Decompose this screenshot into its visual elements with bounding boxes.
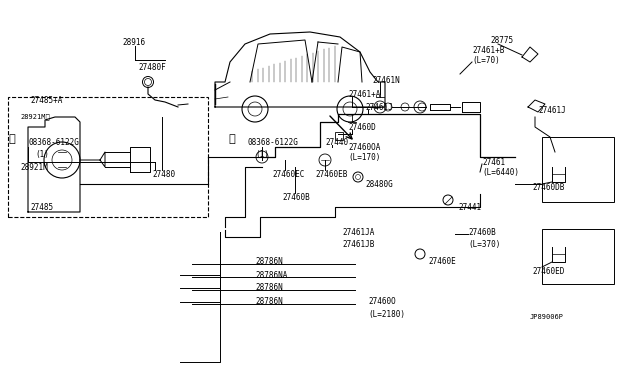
Text: 27461+A: 27461+A: [348, 90, 380, 99]
Text: 27461N: 27461N: [372, 76, 400, 84]
Text: (L=6440): (L=6440): [482, 167, 519, 176]
Text: 27461+B: 27461+B: [472, 45, 504, 55]
Text: 08368-6122G: 08368-6122G: [28, 138, 79, 147]
Bar: [542, 137, 614, 202]
Text: (1): (1): [35, 150, 49, 158]
Text: (L=370): (L=370): [468, 240, 500, 248]
Text: 27440: 27440: [325, 138, 348, 147]
Text: 28921M: 28921M: [20, 163, 48, 171]
Text: 27460B: 27460B: [468, 228, 496, 237]
Text: (L=70): (L=70): [472, 55, 500, 64]
Bar: [8, 97, 208, 217]
Text: Ⓢ: Ⓢ: [228, 134, 235, 144]
Text: 27460EC: 27460EC: [272, 170, 305, 179]
Text: 28480G: 28480G: [365, 180, 393, 189]
Text: 28916: 28916: [122, 38, 145, 46]
Text: 27460O: 27460O: [368, 298, 396, 307]
Text: 27485+A: 27485+A: [30, 96, 62, 105]
Text: 28786N: 28786N: [255, 283, 283, 292]
Text: 27461J: 27461J: [538, 106, 566, 115]
Text: 28921M⎯: 28921M⎯: [20, 114, 50, 120]
Text: 08368-6122G: 08368-6122G: [248, 138, 299, 147]
Text: 27460B: 27460B: [282, 192, 310, 202]
Text: 27460ED: 27460ED: [532, 267, 564, 276]
Text: (L=170): (L=170): [348, 153, 380, 161]
Text: 28786NA: 28786NA: [255, 270, 287, 279]
Text: Ⓢ: Ⓢ: [8, 134, 15, 144]
Text: 27461: 27461: [482, 157, 505, 167]
Text: 28775: 28775: [490, 35, 513, 45]
Text: 27441: 27441: [458, 202, 481, 212]
Bar: [335, 132, 343, 140]
Text: 27480: 27480: [152, 170, 175, 179]
Text: 27460DB: 27460DB: [532, 183, 564, 192]
Text: 27461J: 27461J: [365, 103, 393, 112]
Text: (1): (1): [255, 150, 269, 158]
Text: 27480F: 27480F: [138, 62, 166, 71]
Text: 27461JB: 27461JB: [342, 240, 374, 248]
Text: 27461JA: 27461JA: [342, 228, 374, 237]
Text: 27460E: 27460E: [428, 257, 456, 266]
Text: 27485: 27485: [30, 202, 53, 212]
Text: 27460OA: 27460OA: [348, 142, 380, 151]
Text: JP89006P: JP89006P: [530, 314, 564, 320]
Text: (L=2180): (L=2180): [368, 311, 405, 320]
Text: 28786N: 28786N: [255, 298, 283, 307]
Text: 28786N: 28786N: [255, 257, 283, 266]
Text: 27460EB: 27460EB: [315, 170, 348, 179]
Bar: [542, 229, 614, 284]
Text: 27460D: 27460D: [348, 122, 376, 131]
